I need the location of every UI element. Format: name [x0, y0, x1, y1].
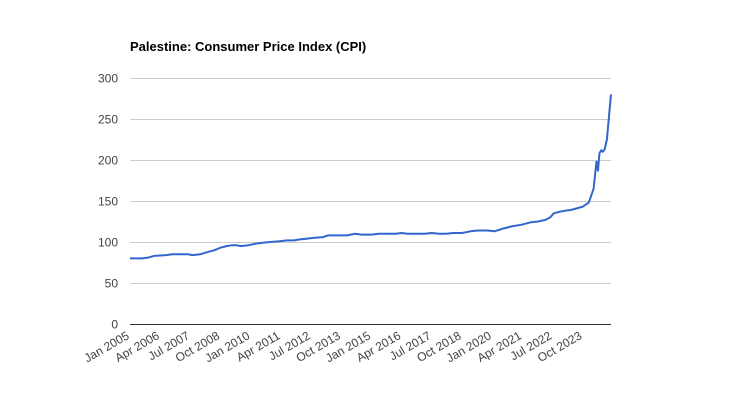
y-tick-label: 300 — [98, 72, 118, 86]
y-tick-label: 50 — [105, 277, 119, 291]
y-tick-label: 250 — [98, 113, 118, 127]
y-axis-tick-labels: 0 50 100 150 200 250 300 — [98, 72, 118, 332]
y-tick-label: 200 — [98, 154, 118, 168]
y-tick-label: 100 — [98, 236, 118, 250]
gridlines — [130, 78, 611, 284]
series-layer — [130, 94, 612, 260]
y-tick-label: 0 — [111, 318, 118, 332]
y-tick-label: 150 — [98, 195, 118, 209]
series-line-cpi — [130, 94, 612, 260]
chart-title: Palestine: Consumer Price Index (CPI) — [130, 39, 367, 54]
